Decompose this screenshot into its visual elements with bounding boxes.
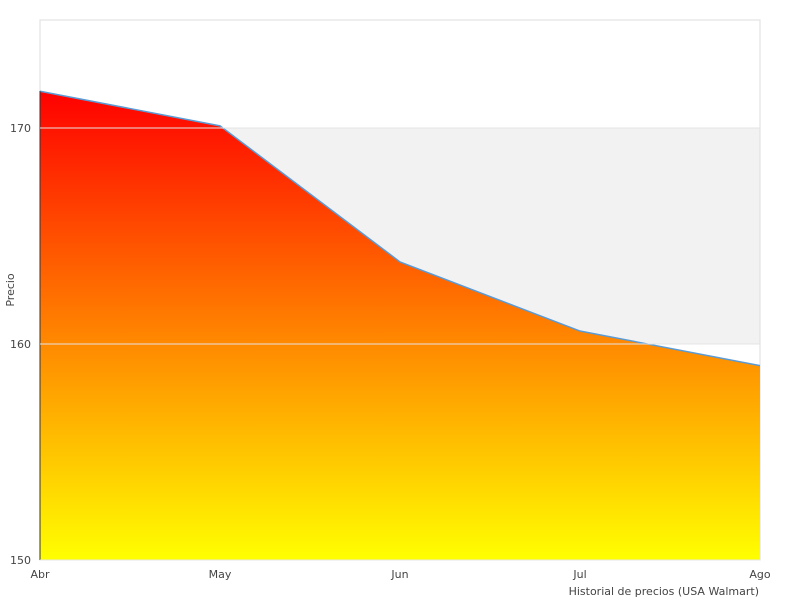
x-tick-label: Jun <box>390 568 408 581</box>
x-tick-label: Abr <box>30 568 50 581</box>
x-tick-label: May <box>209 568 232 581</box>
x-tick-label: Jul <box>572 568 586 581</box>
y-tick-label: 170 <box>10 122 31 135</box>
y-axis-label: Precio <box>4 273 17 307</box>
x-tick-label: Ago <box>749 568 771 581</box>
y-tick-label: 150 <box>10 554 31 567</box>
x-axis-label: Historial de precios (USA Walmart) <box>569 585 759 598</box>
y-tick-label: 160 <box>10 338 31 351</box>
